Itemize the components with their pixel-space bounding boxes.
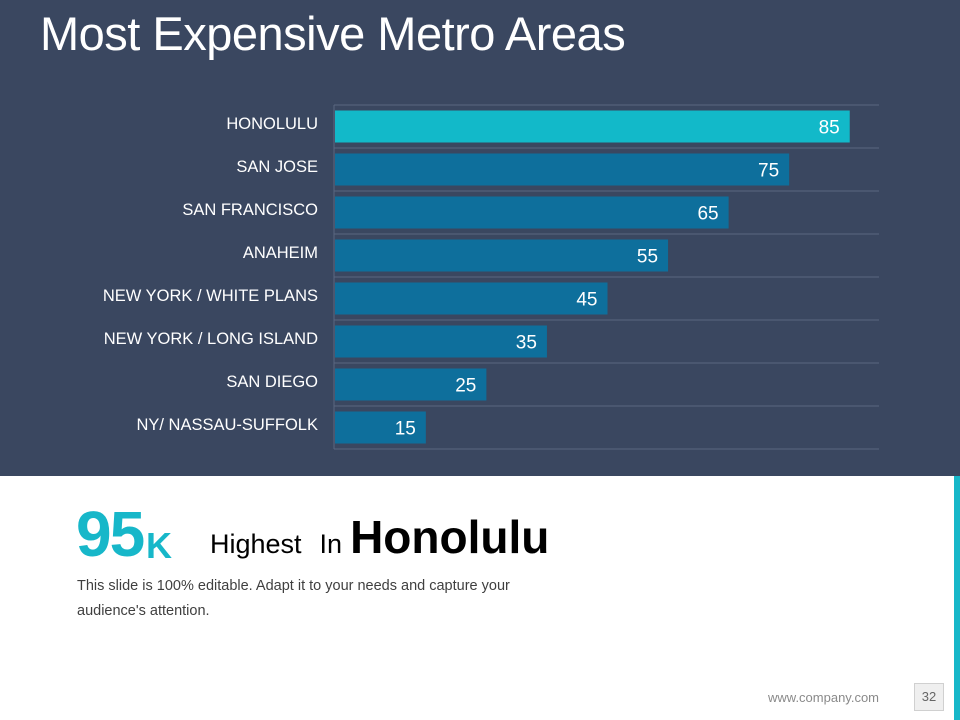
highlight-caption: Highest In Honolulu (210, 514, 549, 560)
category-label: NEW YORK / WHITE PLANS (103, 287, 318, 305)
category-label: HONOLULU (226, 115, 318, 133)
bar-1 (335, 153, 790, 186)
data-label: 35 (516, 333, 537, 354)
page-number: 32 (914, 683, 944, 711)
category-label: ANAHEIM (243, 244, 318, 262)
bar-0 (335, 110, 850, 143)
bar-2 (335, 196, 729, 229)
data-label: 25 (455, 376, 476, 397)
highlight-text-in: In (319, 529, 343, 559)
highlight-text-city: Honolulu (350, 511, 550, 563)
data-label: 85 (819, 118, 840, 139)
accent-stripe (954, 476, 960, 720)
chart-panel: Most Expensive Metro Areas HONOLULU 85 SAN… (0, 0, 960, 476)
category-label: NEW YORK / LONG ISLAND (104, 330, 318, 348)
bar-3 (335, 239, 669, 272)
stat-suffix: K (146, 525, 172, 566)
highlight-text-highest: Highest (210, 529, 302, 559)
data-label: 65 (697, 204, 718, 225)
bar-6 (335, 368, 487, 401)
data-label: 55 (637, 247, 658, 268)
data-label: 75 (758, 161, 779, 182)
category-label: NY/ NASSAU-SUFFOLK (136, 416, 318, 434)
slide-title: Most Expensive Metro Areas (40, 7, 626, 60)
footer-url[interactable]: www.company.com (768, 690, 880, 705)
bar-7 (335, 411, 426, 444)
bar-chart: HONOLULU 85 SAN JOSE 75 SAN FRANCISCO 65 ANAHE… (103, 104, 879, 450)
data-label: 45 (576, 290, 597, 311)
bar-4 (335, 282, 608, 315)
category-label: SAN JOSE (236, 158, 318, 176)
description-text: This slide is 100% editable. Adapt it to… (77, 578, 510, 619)
bar-5 (335, 325, 547, 358)
category-label: SAN DIEGO (226, 373, 318, 391)
data-label: 15 (395, 419, 416, 440)
category-label: SAN FRANCISCO (182, 201, 318, 219)
stat-number: 95 (76, 498, 145, 570)
